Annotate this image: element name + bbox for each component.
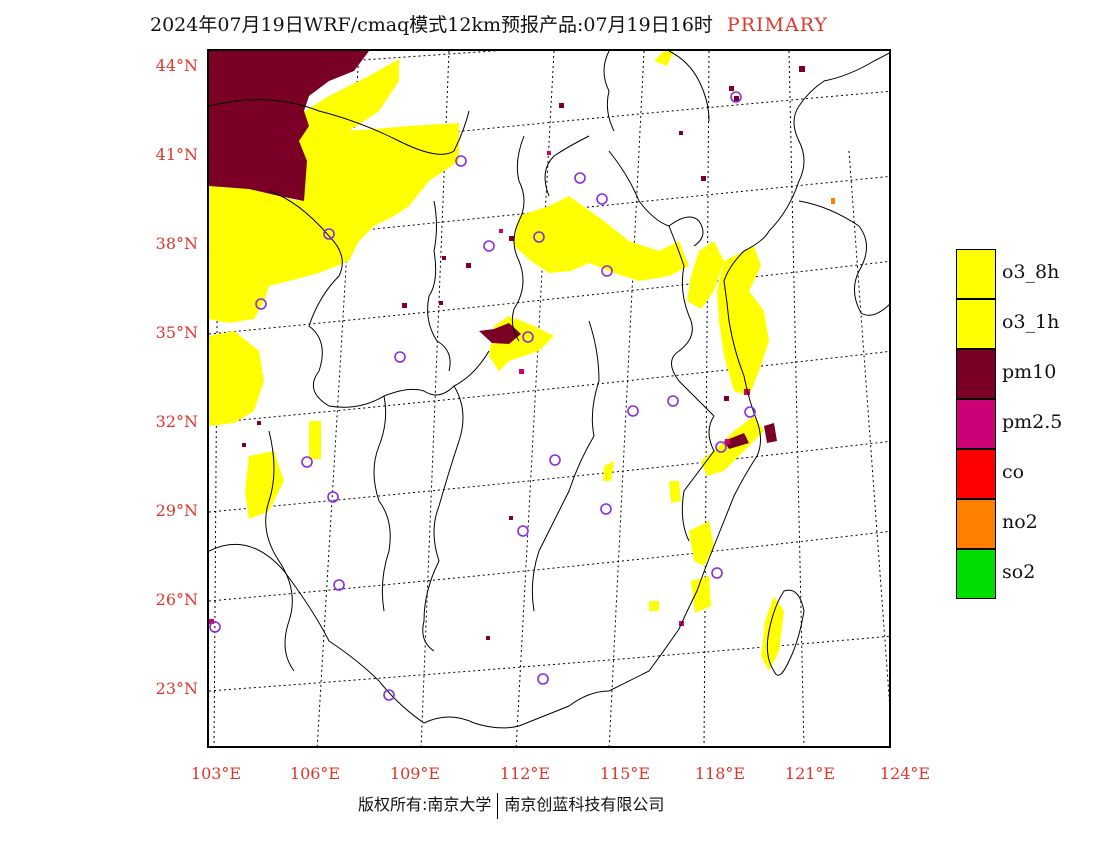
lat-label-23: 23°N: [155, 679, 198, 698]
legend-swatch: [956, 249, 996, 299]
legend-swatch: [956, 499, 996, 549]
no2-speckles: [831, 198, 835, 204]
legend-label: pm10: [1002, 361, 1057, 383]
legend-item-o3-8h: o3_8h: [956, 249, 1100, 299]
legend-label: o3_1h: [1002, 311, 1060, 333]
title-tag: PRIMARY: [726, 14, 828, 36]
legend-label: pm2.5: [1002, 411, 1063, 433]
lon-label-124: 124°E: [879, 764, 931, 783]
legend-item-co: co: [956, 449, 1100, 499]
credit-separator: [497, 792, 499, 819]
lat-label-26: 26°N: [155, 590, 198, 609]
map-title: 2024年07月19日WRF/cmaq模式12km预报产品:07月19日16时 P…: [150, 10, 990, 37]
lon-label-106: 106°E: [289, 764, 341, 783]
legend-swatch: [956, 449, 996, 499]
lon-label-112: 112°E: [499, 764, 551, 783]
map-canvas: [209, 51, 889, 746]
legend-swatch: [956, 399, 996, 449]
station-markers: [209, 91, 756, 701]
legend-item-no2: no2: [956, 499, 1100, 549]
legend-swatch: [956, 299, 996, 349]
legend-label: o3_8h: [1002, 261, 1060, 283]
legend-item-pm2-5: pm2.5: [956, 399, 1100, 449]
legend-label: co: [1002, 461, 1025, 483]
legend-label: no2: [1002, 511, 1038, 533]
lon-label-121: 121°E: [784, 764, 836, 783]
lat-label-38: 38°N: [155, 234, 198, 253]
copyright-credit: 版权所有:南京大学 南京创蓝科技有限公司: [358, 791, 664, 819]
title-text: 2024年07月19日WRF/cmaq模式12km预报产品:07月19日16时: [150, 14, 713, 36]
lat-label-41: 41°N: [155, 145, 198, 164]
lon-label-118: 118°E: [694, 764, 746, 783]
legend-item-pm10: pm10: [956, 349, 1100, 399]
pm10-areas: [209, 51, 777, 449]
lat-label-35: 35°N: [155, 323, 198, 342]
lon-label-103: 103°E: [190, 764, 242, 783]
lat-label-44: 44°N: [155, 56, 198, 75]
map-panel: [207, 49, 891, 748]
credit-left: 版权所有:南京大学: [358, 795, 492, 814]
legend-item-so2: so2: [956, 549, 1100, 599]
lon-label-115: 115°E: [599, 764, 651, 783]
legend-item-o3-1h: o3_1h: [956, 299, 1100, 349]
lon-label-109: 109°E: [389, 764, 441, 783]
legend-label: so2: [1002, 561, 1036, 583]
pm-speckles: [242, 66, 805, 640]
legend-swatch: [956, 349, 996, 399]
lat-label-29: 29°N: [155, 501, 198, 520]
credit-right: 南京创蓝科技有限公司: [504, 795, 665, 814]
boundaries: [209, 51, 889, 729]
legend-swatch: [956, 549, 996, 599]
lat-label-32: 32°N: [155, 412, 198, 431]
